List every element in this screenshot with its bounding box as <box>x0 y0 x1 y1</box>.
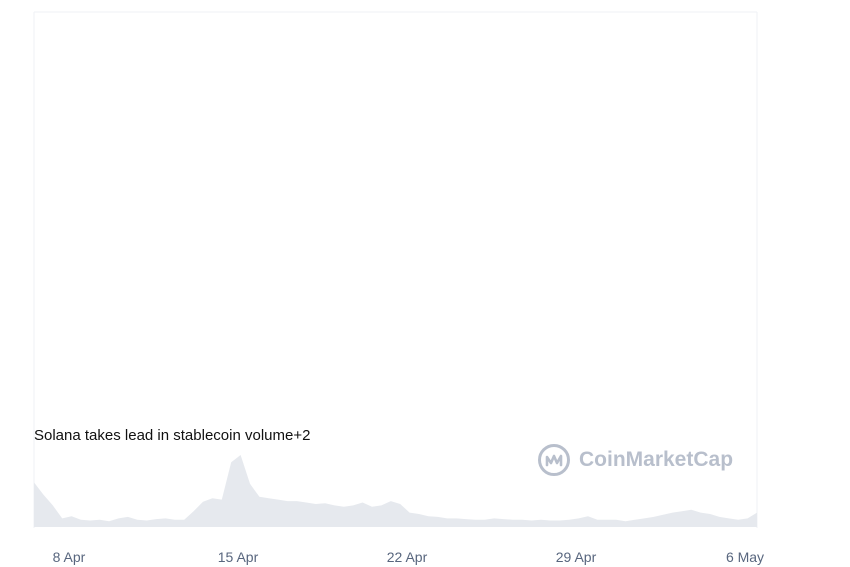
x-tick-label: 22 Apr <box>387 549 428 565</box>
x-tick-label: 6 May <box>726 549 764 565</box>
coinmarketcap-logo-icon <box>538 444 570 476</box>
news-annotation[interactable]: Solana takes lead in stablecoin volume+2 <box>34 427 311 444</box>
plot-frame <box>33 11 758 528</box>
x-axis-ticks: 8 Apr 15 Apr 22 Apr 29 Apr 6 May <box>53 549 764 565</box>
x-tick-label: 15 Apr <box>218 549 259 565</box>
coinmarketcap-watermark: CoinMarketCap <box>537 443 733 477</box>
volume-series <box>34 455 757 527</box>
watermark-text: CoinMarketCap <box>579 448 734 471</box>
x-tick-label: 8 Apr <box>53 549 86 565</box>
x-tick-label: 29 Apr <box>556 549 597 565</box>
volume-area <box>34 455 757 527</box>
